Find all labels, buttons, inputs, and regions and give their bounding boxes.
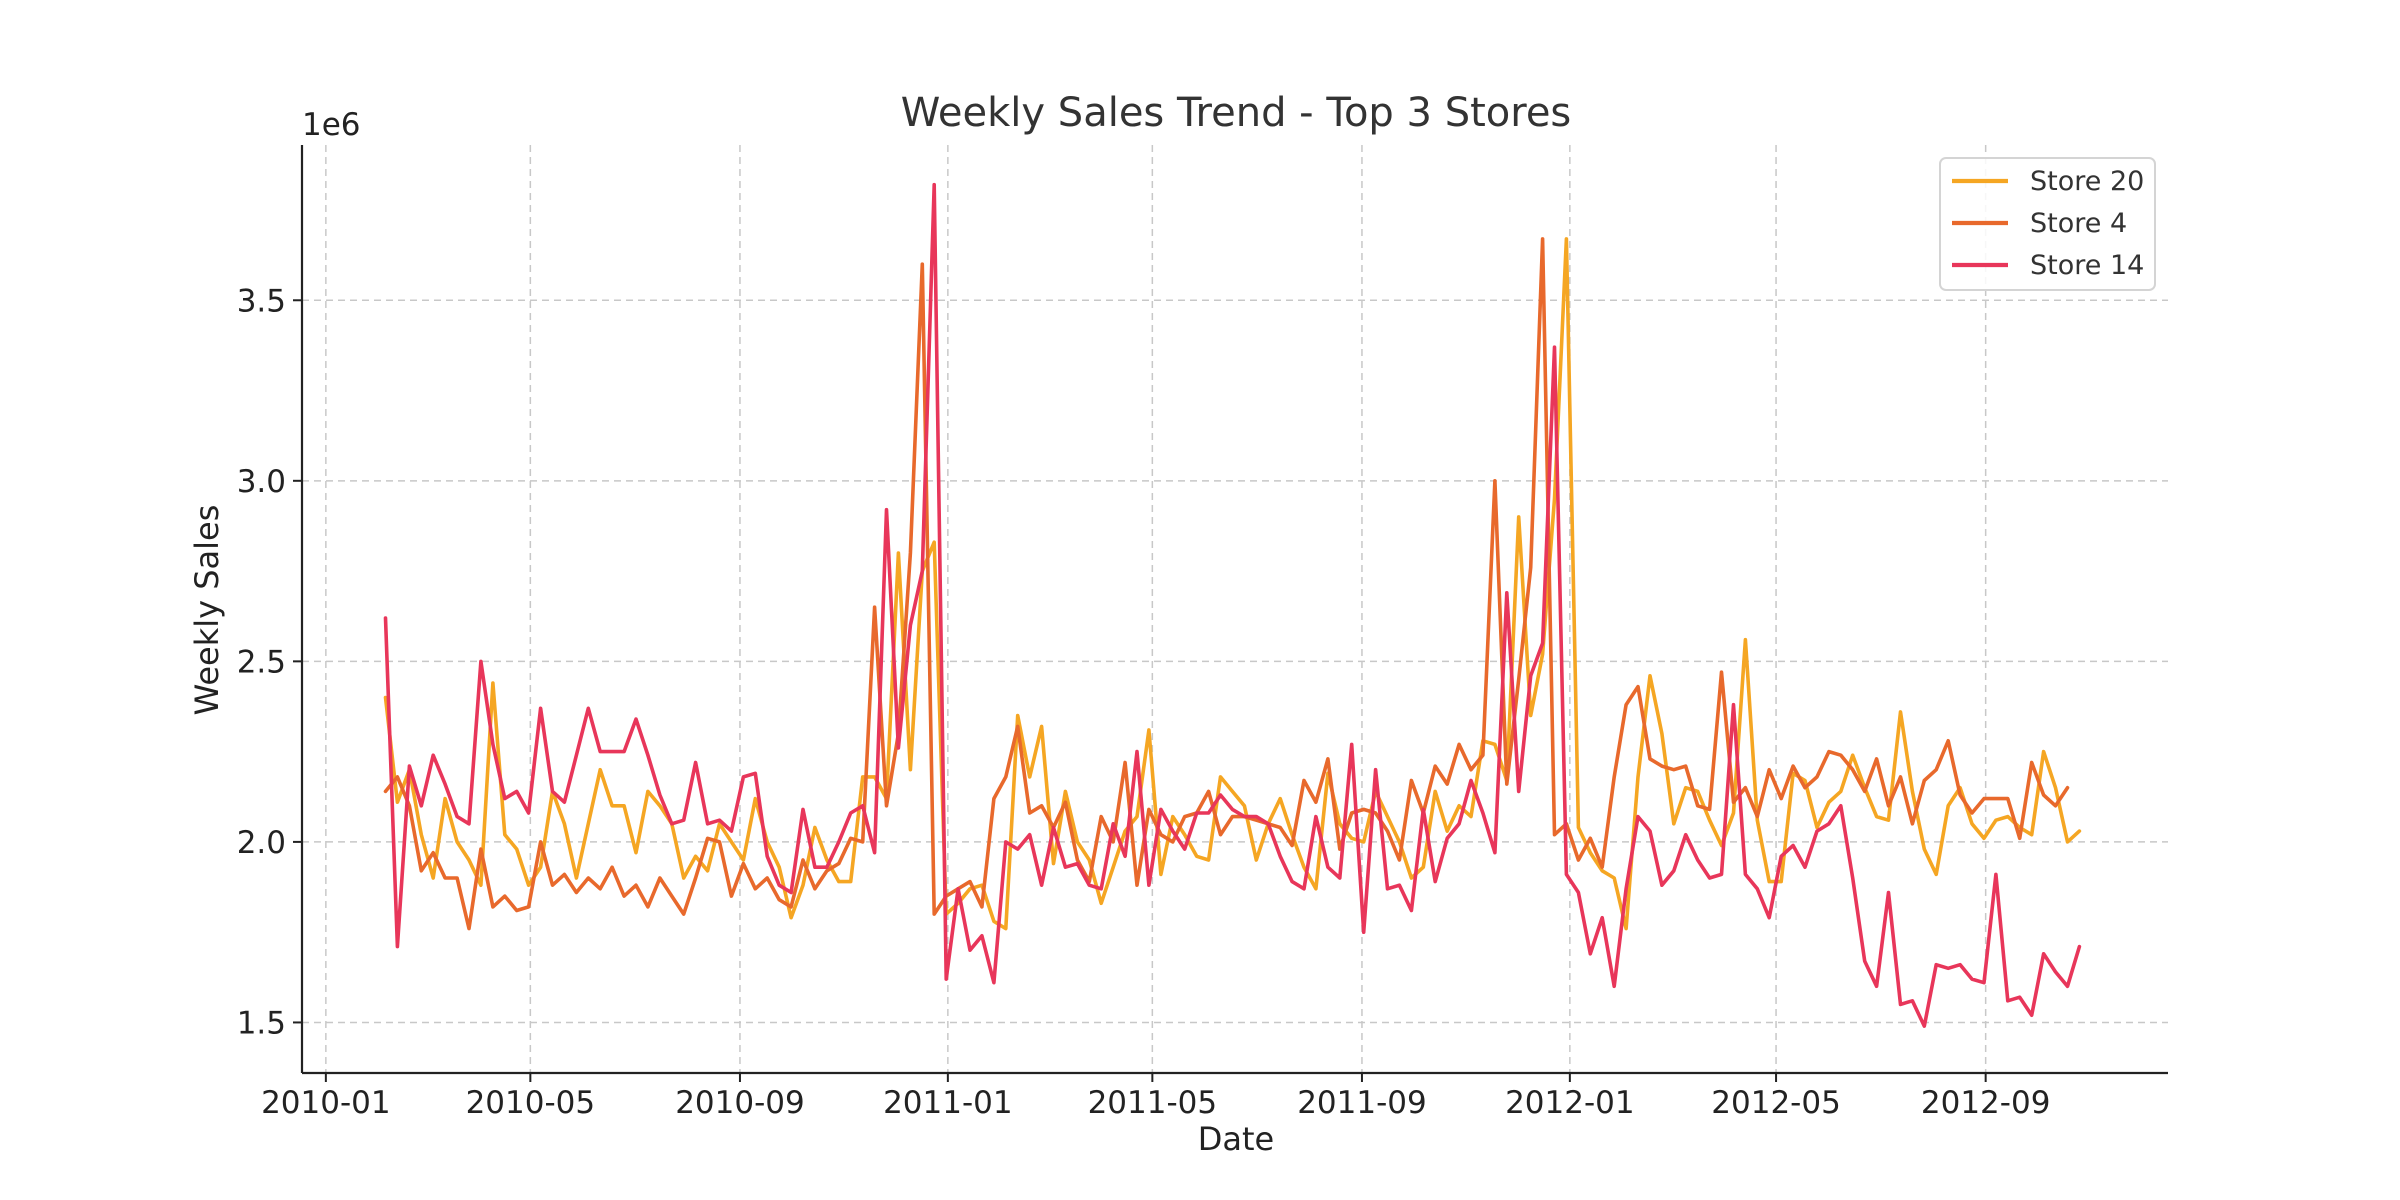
axes <box>293 145 2168 1082</box>
y-tick-label: 1.5 <box>237 1005 286 1041</box>
x-tick-label: 2012-01 <box>1505 1085 1635 1121</box>
y-tick-label: 2.0 <box>237 825 286 861</box>
legend: Store 20 Store 4 Store 14 <box>1939 157 2156 291</box>
x-tick-label: 2011-09 <box>1297 1085 1427 1121</box>
series-line-store-14 <box>383 182 2082 1028</box>
series-lines <box>383 182 2082 1028</box>
tick-labels: 2010-01 2010-05 2010-09 2011-01 2011-05 2011-… <box>237 283 2051 1121</box>
legend-label-store-4: Store 4 <box>2030 208 2127 239</box>
x-tick-label: 2012-09 <box>1921 1085 2051 1121</box>
legend-label-store-14: Store 14 <box>2030 250 2144 281</box>
x-tick-label: 2011-01 <box>883 1085 1013 1121</box>
y-offset-label: 1e6 <box>302 107 361 143</box>
y-tick-label: 3.5 <box>237 283 286 319</box>
y-tick-label: 3.0 <box>237 464 286 500</box>
x-tick-label: 2012-05 <box>1711 1085 1841 1121</box>
x-tick-label: 2011-05 <box>1088 1085 1218 1121</box>
series-line-store-4 <box>383 237 2070 931</box>
grid-lines <box>302 145 2168 1073</box>
x-axis-label: Date <box>1198 1120 1274 1158</box>
legend-box <box>1939 157 2156 291</box>
x-tick-label: 2010-05 <box>466 1085 596 1121</box>
x-tick-label: 2010-09 <box>675 1085 805 1121</box>
chart-title: Weekly Sales Trend - Top 3 Stores <box>901 90 1572 136</box>
y-tick-label: 2.5 <box>237 644 286 680</box>
y-axis-label: Weekly Sales <box>188 505 226 716</box>
x-tick-label: 2010-01 <box>261 1085 391 1121</box>
legend-label-store-20: Store 20 <box>2030 166 2144 197</box>
